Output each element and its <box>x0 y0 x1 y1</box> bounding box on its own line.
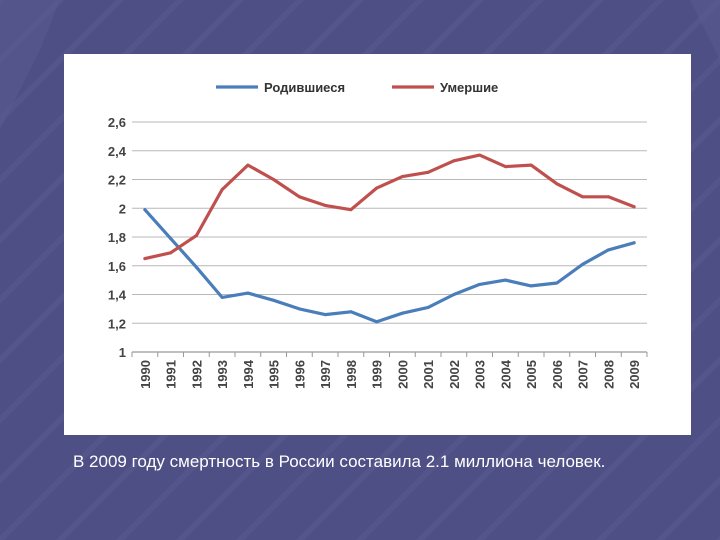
x-tick-label: 1993 <box>215 360 230 389</box>
data-point <box>452 159 456 163</box>
chart-card: 1 1,2 1,4 1,6 1,8 2 2,2 2,4 2,6 1990 1991 1992 1993 1… <box>64 54 691 435</box>
data-point <box>349 208 353 212</box>
line-chart: 1 1,2 1,4 1,6 1,8 2 2,2 2,4 2,6 1990 1991 1992 1993 1… <box>108 80 648 389</box>
x-tick-label: 2001 <box>421 360 436 389</box>
x-tick-label: 2002 <box>447 360 462 389</box>
data-point <box>143 257 147 261</box>
y-tick-label: 1,8 <box>108 230 126 245</box>
data-point <box>297 307 301 311</box>
data-point <box>632 205 636 209</box>
data-point <box>246 163 250 167</box>
series-line-1 <box>143 208 636 324</box>
x-tick-label: 1996 <box>292 360 307 389</box>
legend: Родившиеся Умершие <box>216 80 498 95</box>
y-tick-label: 2,2 <box>108 173 126 188</box>
x-tick-label: 2007 <box>576 360 591 389</box>
legend-label: Умершие <box>440 80 498 95</box>
data-point <box>452 293 456 296</box>
data-point <box>426 170 430 174</box>
data-point <box>503 278 507 282</box>
x-tick-label: 1999 <box>370 360 385 389</box>
data-point <box>529 284 533 288</box>
x-tick-label: 1995 <box>267 360 282 389</box>
data-point <box>323 313 327 317</box>
data-point <box>581 195 585 199</box>
x-tick-label: 2009 <box>627 360 642 389</box>
data-point <box>169 236 173 240</box>
x-tick-label: 2005 <box>524 360 539 389</box>
data-point <box>246 291 250 295</box>
y-tick-label: 1,4 <box>108 288 127 303</box>
x-tick-label: 1998 <box>344 360 359 389</box>
y-tick-label: 2,4 <box>108 144 127 159</box>
data-point <box>503 165 507 169</box>
x-tick-label: 2003 <box>473 360 488 389</box>
data-point <box>194 234 198 238</box>
x-tick-label: 1992 <box>189 360 204 389</box>
data-point <box>143 208 147 212</box>
x-tick-label: 2008 <box>601 360 616 389</box>
data-point <box>194 265 198 269</box>
series-layer <box>143 153 636 324</box>
y-tick-label: 2,6 <box>108 115 126 130</box>
data-point <box>581 262 585 266</box>
data-point <box>529 163 533 167</box>
data-point <box>478 153 482 157</box>
x-tick-label: 1997 <box>318 360 333 389</box>
data-point <box>272 178 276 181</box>
x-tick-label: 1990 <box>138 360 153 389</box>
data-point <box>555 182 559 186</box>
data-point <box>400 311 404 315</box>
data-point <box>606 195 610 199</box>
x-tick-label: 1991 <box>164 360 179 389</box>
x-tick-label: 2004 <box>498 359 513 389</box>
data-point <box>478 282 482 286</box>
slide-caption: В 2009 году смертность в России составил… <box>73 452 606 471</box>
y-tick-label: 1 <box>119 345 126 360</box>
data-point <box>375 320 379 324</box>
data-point <box>297 195 301 199</box>
data-point <box>555 281 559 285</box>
y-tick-label: 1,2 <box>108 316 126 331</box>
data-point <box>169 251 173 255</box>
data-point <box>426 305 430 309</box>
data-point <box>349 310 353 314</box>
data-point <box>272 298 276 302</box>
data-point <box>323 203 327 207</box>
x-tick-label: 2000 <box>395 360 410 389</box>
x-tick-label: 1994 <box>241 359 256 389</box>
data-point <box>632 241 636 245</box>
y-tick-label: 1,6 <box>108 259 126 274</box>
x-tick-label: 2006 <box>550 360 565 389</box>
y-tick-label: 2 <box>119 201 126 216</box>
data-point <box>375 186 379 190</box>
data-point <box>220 295 224 299</box>
axis-layer: 1 1,2 1,4 1,6 1,8 2 2,2 2,4 2,6 1990 1991 1992 1993 1… <box>108 115 648 389</box>
series-line-2 <box>143 153 636 261</box>
data-point <box>400 175 404 179</box>
data-point <box>606 248 610 252</box>
legend-label: Родившиеся <box>264 80 345 95</box>
data-point <box>220 188 224 192</box>
